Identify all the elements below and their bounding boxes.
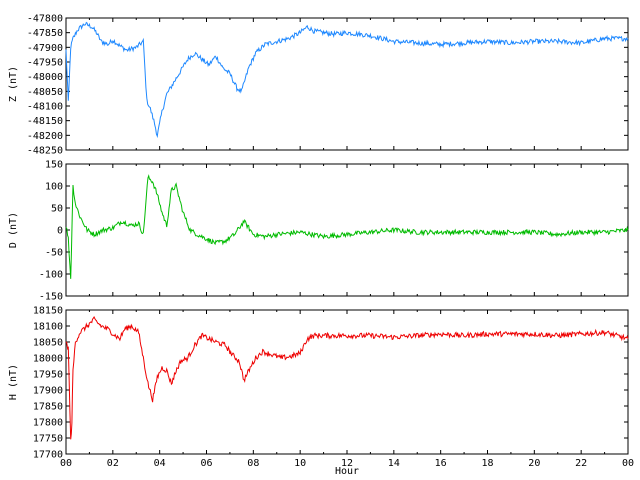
x-tick-label-10: 20 [528,458,540,469]
y-tick-label-1-2: 50 [51,204,63,215]
x-tick-label-2: 04 [154,458,166,469]
y-tick-label-2-1: 18100 [33,322,63,333]
y-tick-label-0-7: -48150 [27,116,63,127]
y-tick-label-2-2: 18050 [33,338,63,349]
y-axis-label-0: Z (nT) [8,66,19,102]
y-tick-label-1-3: 0 [57,226,63,237]
y-tick-label-0-1: -47850 [27,28,63,39]
y-tick-label-2-0: 18150 [33,306,63,317]
y-tick-label-1-4: -50 [45,248,63,259]
x-tick-label-9: 18 [481,458,493,469]
y-tick-label-2-9: 17700 [33,450,63,461]
y-tick-label-1-0: 150 [45,160,63,171]
panel-frame-0 [65,17,629,151]
y-tick-label-0-4: -48000 [27,72,63,83]
y-tick-label-2-8: 17750 [33,434,63,445]
y-tick-label-1-5: -100 [39,270,63,281]
x-tick-label-4: 08 [247,458,259,469]
x-tick-label-6: 12 [341,458,353,469]
series-line-0 [65,21,629,139]
x-tick-label-7: 14 [388,458,400,469]
y-tick-label-2-3: 18000 [33,354,63,365]
x-tick-label-8: 16 [435,458,447,469]
y-axis-label-2: H (nT) [8,364,19,400]
y-tick-label-0-5: -48050 [27,87,63,98]
x-axis-label: Hour [335,466,359,477]
x-tick-label-3: 06 [200,458,212,469]
x-tick-label-5: 10 [294,458,306,469]
y-tick-label-0-0: -47800 [27,14,63,25]
y-axis-label-1: D (nT) [8,212,19,248]
x-tick-label-0: 00 [60,458,72,469]
y-tick-label-1-1: 100 [45,182,63,193]
series-line-1 [65,174,629,279]
y-tick-label-2-7: 17800 [33,418,63,429]
x-tick-label-11: 22 [575,458,587,469]
y-tick-label-0-3: -47950 [27,58,63,69]
y-tick-label-0-9: -48250 [27,146,63,157]
x-tick-label-1: 02 [107,458,119,469]
x-tick-label-12: 00 [622,458,634,469]
y-tick-label-1-6: -150 [39,292,63,303]
y-tick-label-2-6: 17850 [33,402,63,413]
y-tick-label-2-5: 17900 [33,386,63,397]
panel-frame-2 [65,309,629,455]
y-tick-label-0-8: -48200 [27,131,63,142]
y-tick-label-2-4: 17950 [33,370,63,381]
series-line-2 [65,315,629,440]
y-tick-label-0-6: -48100 [27,102,63,113]
y-tick-label-0-2: -47900 [27,43,63,54]
panel-frame-1 [65,163,629,297]
